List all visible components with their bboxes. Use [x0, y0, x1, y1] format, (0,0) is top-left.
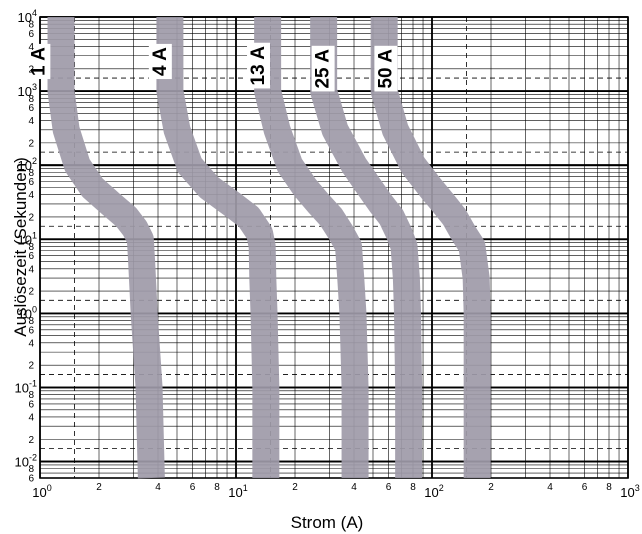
trip-band-25a: [310, 17, 423, 478]
x-tick-label: 6: [582, 482, 588, 493]
y-tick-label: 2: [28, 64, 34, 75]
y-tick-label: 2: [28, 212, 34, 223]
y-tick-label: 2: [28, 361, 34, 372]
curve-label-text: 1 A: [28, 47, 49, 76]
curve-label-bg: [247, 42, 271, 89]
trip-bands: [47, 17, 491, 479]
axis-titles: Strom (A) Auslösezeit (Sekunden): [11, 157, 363, 532]
y-tick-label: 8: [28, 20, 34, 31]
y-major-tick-label: 10-1: [15, 378, 37, 395]
y-tick-label: 8: [28, 464, 34, 475]
curve-labels: 1 A 4 A 13 A 25 A 50 A: [27, 42, 398, 92]
y-tick-label: 6: [28, 251, 34, 262]
curve-label-text: 25 A: [313, 49, 334, 89]
y-tick-label: 2: [28, 287, 34, 298]
y-tick-label: 2: [28, 138, 34, 149]
y-tick-label: 8: [28, 316, 34, 327]
curve-label-bg: [148, 43, 172, 80]
trip-band-13a: [254, 17, 369, 478]
curve-label-text: 13 A: [248, 46, 269, 86]
y-tick-label: 6: [28, 103, 34, 114]
x-tick-label: 6: [386, 482, 392, 493]
y-tick-label: 4: [28, 412, 34, 423]
y-tick-label: 8: [28, 94, 34, 105]
curve-label-bg: [374, 45, 398, 92]
curve-label-text: 50 A: [375, 49, 396, 89]
y-tick-label: 6: [28, 399, 34, 410]
x-tick-label: 6: [190, 482, 196, 493]
curve-label-50a: 50 A: [374, 45, 398, 92]
y-tick-label: 4: [28, 190, 34, 201]
curve-label-25a: 25 A: [311, 45, 335, 92]
y-tick-label: 6: [28, 474, 34, 485]
x-axis-label: Strom (A): [291, 513, 364, 532]
y-tick-label: 6: [28, 29, 34, 40]
curve-label-13a: 13 A: [247, 42, 271, 89]
x-tick-label: 4: [547, 482, 553, 493]
x-major-tick-label: 102: [424, 483, 443, 500]
y-tick-label: 6: [28, 325, 34, 336]
curve-label-4a: 4 A: [148, 43, 172, 80]
y-tick-label: 2: [28, 435, 34, 446]
curve-label-bg: [27, 43, 51, 80]
x-tick-label: 8: [214, 482, 220, 493]
x-tick-label: 2: [96, 482, 102, 493]
trip-band-4a: [156, 17, 280, 478]
x-tick-label: 4: [351, 482, 357, 493]
y-major-tick-label: 104: [18, 8, 37, 25]
y-tick-label: 4: [28, 338, 34, 349]
y-tick-label: 8: [28, 242, 34, 253]
x-tick-label: 8: [606, 482, 612, 493]
y-tick-label: 4: [28, 42, 34, 53]
curve-label-bg: [311, 45, 335, 92]
y-tick-label: 8: [28, 168, 34, 179]
x-major-tick-label: 100: [32, 483, 51, 500]
y-major-tick-label: 102: [18, 156, 37, 173]
y-tick-label: 6: [28, 177, 34, 188]
trip-band-50a: [370, 17, 491, 478]
x-tick-label: 2: [488, 482, 494, 493]
curve-label-1a: 1 A: [27, 43, 51, 80]
y-major-tick-label: 101: [18, 230, 37, 247]
x-tick-label: 2: [292, 482, 298, 493]
y-major-tick-label: 10-2: [15, 453, 37, 470]
x-tick-label: 8: [410, 482, 416, 493]
y-tick-label: 8: [28, 390, 34, 401]
x-tick-label: 4: [155, 482, 161, 493]
y-major-tick-label: 100: [18, 304, 37, 321]
curve-label-text: 4 A: [150, 47, 171, 76]
y-axis-label: Auslösezeit (Sekunden): [11, 157, 30, 337]
y-major-tick-label: 103: [18, 82, 37, 99]
y-tick-label: 4: [28, 264, 34, 275]
y-tick-label: 4: [28, 116, 34, 127]
x-major-tick-label: 101: [228, 483, 247, 500]
x-major-tick-label: 103: [620, 483, 639, 500]
trip-band-1a: [47, 17, 165, 479]
